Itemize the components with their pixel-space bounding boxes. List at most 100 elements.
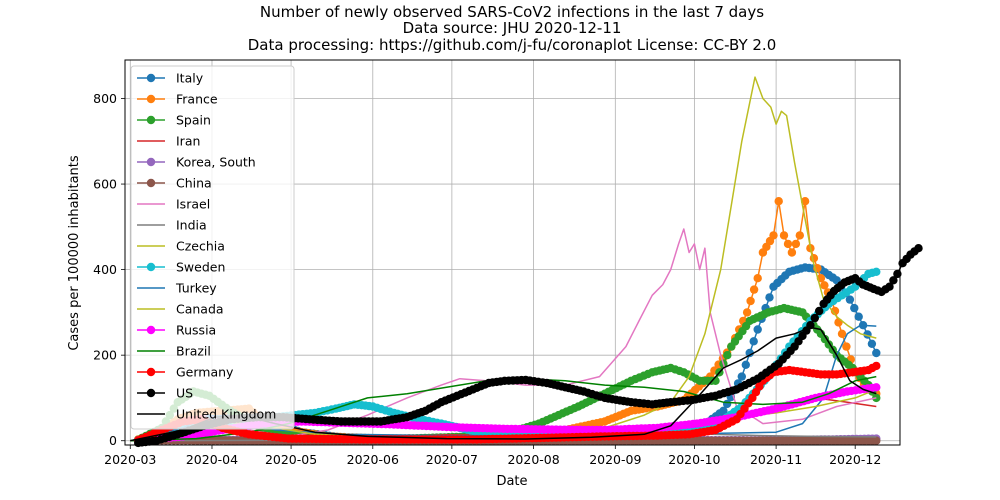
data-point-france — [842, 342, 851, 351]
data-point-france — [830, 306, 840, 316]
legend-label: Italy — [176, 71, 204, 86]
legend-box — [130, 65, 295, 430]
legend-label: Czechia — [176, 239, 225, 254]
plot-frame — [124, 59, 901, 446]
legend-label: Israel — [176, 197, 210, 212]
legend-item: Korea, South — [137, 155, 256, 170]
series-line-israel — [137, 228, 877, 442]
data-point-france — [746, 296, 755, 306]
legend-label: Canada — [176, 302, 224, 317]
x-tick-label: 2020-12 — [829, 452, 881, 467]
data-point-france — [749, 285, 759, 294]
data-point-italy — [872, 348, 881, 358]
data-point-italy — [719, 406, 728, 415]
x-tick-label: 2020-10 — [668, 452, 720, 467]
y-axis-label: Cases per 100000 inhabitants — [67, 155, 82, 351]
data-point-italy — [745, 348, 754, 358]
legend-label: Spain — [176, 113, 211, 128]
legend-swatch-marker — [146, 367, 156, 377]
legend-label: Germany — [176, 365, 234, 380]
data-point-china — [872, 436, 881, 445]
data-point-france — [753, 274, 762, 283]
data-point-italy — [749, 337, 758, 346]
legend-swatch-marker — [146, 73, 156, 83]
y-tick-label: 400 — [93, 262, 117, 277]
legend-swatch-marker — [146, 325, 156, 335]
legend-swatch-marker — [146, 115, 156, 125]
legend-item: United Kingdom — [137, 407, 276, 422]
legend-item: India — [137, 218, 207, 233]
data-point-france — [820, 281, 829, 290]
x-tick-label: 2020-05 — [265, 452, 317, 467]
data-point-spain — [872, 393, 881, 403]
x-tick-label: 2020-08 — [507, 452, 559, 467]
data-point-france — [791, 239, 801, 249]
legend-item: Czechia — [137, 239, 225, 254]
data-point-sweden — [872, 267, 881, 276]
data-point-us — [815, 306, 824, 316]
x-axis-label: Date — [496, 474, 527, 489]
legend-label: Russia — [176, 323, 216, 338]
data-point-france — [837, 329, 847, 338]
legend-label: Brazil — [176, 344, 211, 359]
data-point-russia — [872, 383, 881, 392]
series-layer — [130, 76, 923, 448]
data-point-us — [810, 313, 819, 323]
legend-label: Turkey — [175, 281, 217, 296]
legend-label: Korea, South — [176, 155, 256, 170]
data-point-italy — [753, 325, 762, 334]
legend-label: United Kingdom — [176, 407, 276, 422]
legend-swatch-marker — [146, 178, 156, 188]
chart-subtitle-source: Data source: JHU 2020-12-11 — [403, 19, 622, 37]
legend-swatch-marker — [146, 94, 156, 104]
legend: Italy France Spain Iran Korea, South China Isr… — [130, 65, 295, 430]
data-point-italy — [737, 372, 746, 381]
x-tick-label: 2020-04 — [186, 452, 238, 467]
chart-subtitle-processing: Data processing: https://github.com/j-fu… — [248, 36, 777, 54]
data-point-us — [885, 282, 894, 291]
legend-item: Sweden — [137, 260, 225, 275]
legend-item: Turkey — [137, 281, 217, 296]
legend-item: Israel — [137, 197, 210, 212]
legend-label: Sweden — [176, 260, 225, 275]
legend-label: France — [176, 92, 218, 107]
y-tick-label: 0 — [109, 433, 117, 448]
legend-swatch-marker — [146, 157, 156, 167]
legend-swatch-marker — [146, 262, 156, 272]
chart-title: Number of newly observed SARS-CoV2 infec… — [260, 3, 764, 21]
data-point-france — [779, 231, 789, 240]
y-tick-label: 600 — [93, 177, 117, 192]
data-point-italy — [845, 295, 855, 304]
series-israel — [137, 228, 877, 442]
data-point-france — [795, 231, 804, 240]
legend-item: Canada — [137, 302, 224, 317]
legend-label: India — [176, 218, 207, 233]
data-point-france — [800, 197, 810, 206]
data-point-france — [809, 254, 819, 263]
data-point-italy — [765, 293, 774, 302]
y-tick-label: 200 — [93, 348, 117, 363]
legend-item: Spain — [137, 113, 211, 128]
data-point-italy — [850, 303, 859, 313]
data-point-italy — [741, 360, 750, 369]
legend-label: US — [176, 386, 193, 401]
data-point-france — [783, 239, 793, 249]
legend-item: Brazil — [137, 344, 211, 359]
series-us — [134, 244, 923, 448]
data-point-us — [889, 276, 898, 285]
data-point-us — [914, 244, 923, 253]
legend-item: China — [137, 176, 212, 191]
x-tick-label: 2020-11 — [750, 452, 802, 467]
legend-label: China — [176, 176, 212, 191]
data-point-spain — [723, 351, 732, 360]
legend-swatch-marker — [146, 388, 156, 398]
legend-item: Italy — [137, 71, 204, 86]
data-point-france — [787, 248, 797, 257]
y-axis: 0 200 400 600 800 — [93, 91, 125, 448]
x-tick-label: 2020-06 — [347, 452, 399, 467]
y-tick-label: 800 — [93, 91, 117, 106]
legend-item: Iran — [137, 134, 200, 149]
data-point-france — [774, 197, 783, 206]
legend-item: France — [137, 92, 218, 107]
